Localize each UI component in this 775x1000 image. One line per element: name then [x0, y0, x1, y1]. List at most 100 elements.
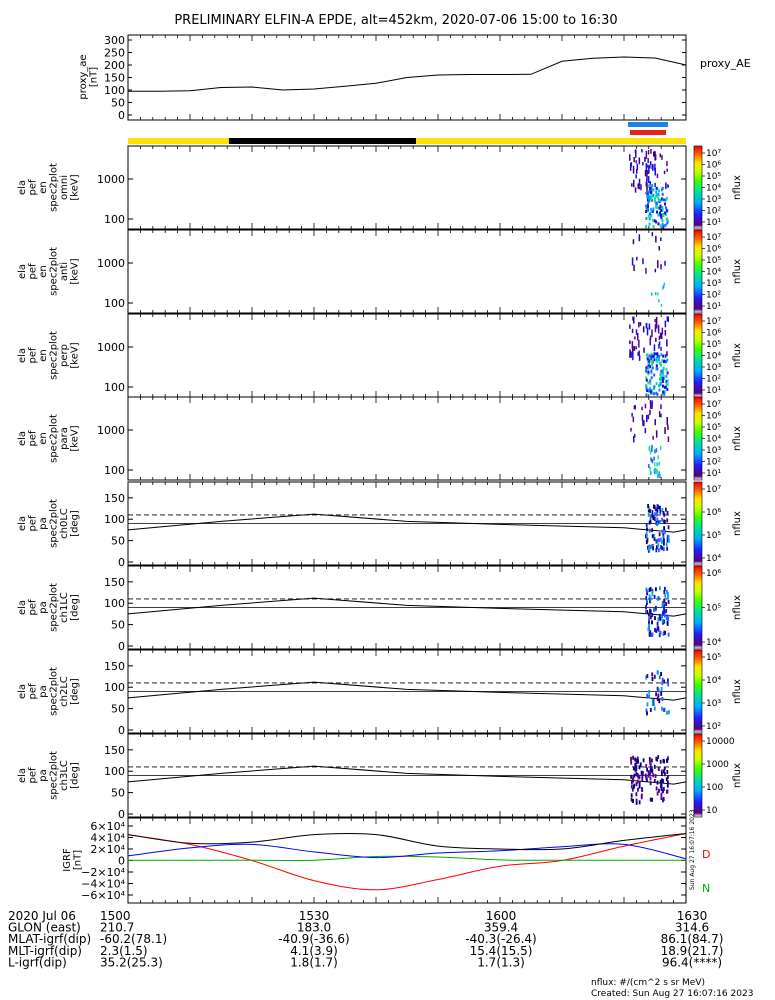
spectrogram-pixel [641, 414, 644, 421]
spectrogram-pixel [634, 405, 636, 410]
y-tick-label: −2×10⁴ [81, 866, 125, 879]
pitch-angle-pixel [648, 694, 650, 699]
pitch-angle-pixel [663, 766, 666, 771]
spectrogram-pixel [666, 358, 669, 362]
axis-label-line: pa [38, 769, 49, 781]
pitch-angle-pixel [653, 779, 656, 783]
pitch-angle-pixel [655, 548, 658, 553]
pitch-angle-pixel [668, 538, 670, 543]
colorbar-tick-label: 10⁵ [706, 423, 721, 433]
spectrogram-pixel [654, 154, 656, 161]
pitch-angle-pixel [663, 590, 666, 595]
spectrogram-pixel [637, 352, 639, 356]
pitch-angle-pixel [657, 670, 659, 675]
pitch-angle-pixel [667, 592, 669, 597]
spectrogram-pixel [655, 364, 658, 368]
pitch-angle-pixel [648, 612, 650, 617]
spectrogram-frame [127, 229, 687, 314]
spectrogram-pixel [658, 384, 660, 388]
pitch-angle-pixel [651, 534, 654, 539]
axis-label-line: spec2plot [48, 414, 59, 463]
axis-label-line: ela [17, 264, 28, 279]
spectrogram-pixel [665, 382, 668, 386]
colorbar-label: nflux [732, 175, 743, 200]
colorbar-tick-label: 10² [706, 375, 721, 385]
spectrogram-pixel [645, 376, 648, 380]
pitch-angle-pixel [649, 776, 652, 781]
pitch-angle-pixel [649, 708, 652, 712]
pitch-angle-pixel [653, 534, 655, 539]
spectrogram-pixel [649, 379, 652, 383]
spectrogram-pixel [638, 350, 640, 356]
footer-units: nflux: #/(cm^2 s sr MeV) [591, 978, 705, 988]
spectrogram-pixel [638, 355, 641, 361]
spectrogram-pixel [657, 455, 659, 460]
colorbar-tick-label: 10⁵ [706, 531, 721, 541]
y-tick-label: 1000 [97, 173, 125, 186]
spectrogram-pixel [660, 346, 662, 351]
pitch-angle-pixel [634, 757, 636, 762]
axis-label-line: pef [27, 347, 38, 364]
pitch-angle-pixel [660, 686, 663, 691]
spectrogram-pixel [637, 333, 639, 341]
colorbar-label: nflux [732, 763, 743, 788]
spectrogram-pixel [654, 163, 656, 171]
spectrogram-pixel [642, 419, 644, 426]
spectrogram-ylabel: ela pef en spec2plot para [keV] [17, 414, 81, 463]
spectrogram-pixel [651, 218, 654, 222]
spectrogram-pixel [653, 219, 656, 223]
pitch-angle-pixel [645, 599, 648, 604]
axis-label-line: spec2plot [48, 751, 59, 800]
spectrogram-pixel [662, 390, 665, 394]
y-tick-label: 6×10⁴ [90, 820, 125, 833]
axis-label-line: anti [59, 262, 70, 281]
spectrogram-pixel [651, 354, 654, 358]
pitch-angle-pixel [666, 789, 669, 794]
colorbar-tick-label: 10⁵ [706, 604, 721, 614]
pitch-angle-pixel [666, 589, 668, 594]
pitch-angle-pixel [667, 599, 670, 604]
colorbar-tick-label: 10³ [706, 699, 721, 709]
spectrogram-pixel [651, 292, 653, 296]
spectrogram-pixel [661, 186, 664, 190]
spectrogram-pixel [662, 384, 664, 388]
pitch-angle-pixel [649, 630, 652, 635]
spectrogram-pixel [655, 190, 658, 194]
pitch-angle-pixel [665, 609, 668, 613]
spectrogram-pixel [645, 191, 648, 195]
y-tick-label: 150 [104, 72, 125, 85]
spectrogram-pixel [654, 168, 656, 176]
spectrogram-pixel [659, 377, 661, 381]
spectrogram-pixel [655, 292, 657, 296]
spectrogram-pixel [638, 186, 641, 190]
axis-label-line: [keV] [69, 258, 80, 284]
pitch-angle-pixel [646, 702, 649, 707]
pitch-angle-pixel [630, 793, 633, 798]
spectrogram-pixel [649, 161, 652, 165]
spectrogram-pixel [659, 373, 662, 377]
pitch-angle-pixel [651, 758, 653, 763]
spectrogram-pixel [665, 368, 668, 372]
spectrogram-pixel [647, 202, 649, 206]
pitch-angle-pixel [649, 519, 652, 524]
spectrogram-pixel [646, 182, 648, 189]
spectrogram-pixel [646, 327, 649, 336]
y-tick-label: 0 [118, 724, 125, 737]
pitch-angle-pixel [654, 628, 656, 632]
spectrogram-pixel [654, 468, 656, 473]
pitch-angle-pixel [646, 610, 649, 614]
spectrogram-pixel [648, 212, 651, 216]
spectrogram-pixel [651, 366, 654, 370]
pitch-angle-pixel [651, 632, 654, 637]
axis-label-line: ela [17, 600, 28, 615]
colorbar-label: nflux [732, 679, 743, 704]
colorbar-label-group: nflux [732, 426, 743, 451]
spectrogram-pixel [644, 403, 647, 409]
spectrogram-pixel [652, 207, 655, 211]
spectrogram-pixel [653, 385, 656, 389]
pitch-angle-pixel [659, 505, 661, 510]
pitch-angle-pixel [665, 777, 668, 782]
spectrogram-pixel [666, 417, 668, 425]
axis-label-line: [deg] [69, 762, 80, 789]
spectrogram-pixel [634, 149, 637, 153]
